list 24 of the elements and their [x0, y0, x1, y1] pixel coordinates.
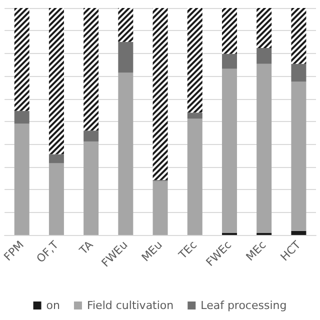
bar — [84, 141, 99, 235]
bar — [118, 42, 134, 73]
bar — [48, 163, 64, 235]
bar — [256, 64, 272, 233]
bar — [187, 112, 202, 119]
x-tick-label: MEc — [244, 238, 269, 264]
bar — [187, 118, 202, 235]
bar — [84, 130, 99, 142]
bar — [256, 48, 272, 64]
legend-label: Field cultivation — [86, 299, 174, 312]
bar — [14, 124, 30, 235]
x-tick-label: TA — [76, 238, 96, 258]
bar — [222, 68, 237, 233]
bar — [14, 110, 30, 124]
legend-label: on — [46, 299, 60, 312]
bar — [222, 54, 237, 69]
bar — [291, 64, 306, 82]
bar — [118, 72, 134, 235]
bar — [291, 230, 306, 235]
bar — [152, 181, 168, 235]
legend-label: Leaf processing — [200, 299, 287, 312]
bar — [48, 154, 64, 164]
bar — [291, 82, 306, 231]
x-tick-label: TEc — [176, 238, 200, 262]
